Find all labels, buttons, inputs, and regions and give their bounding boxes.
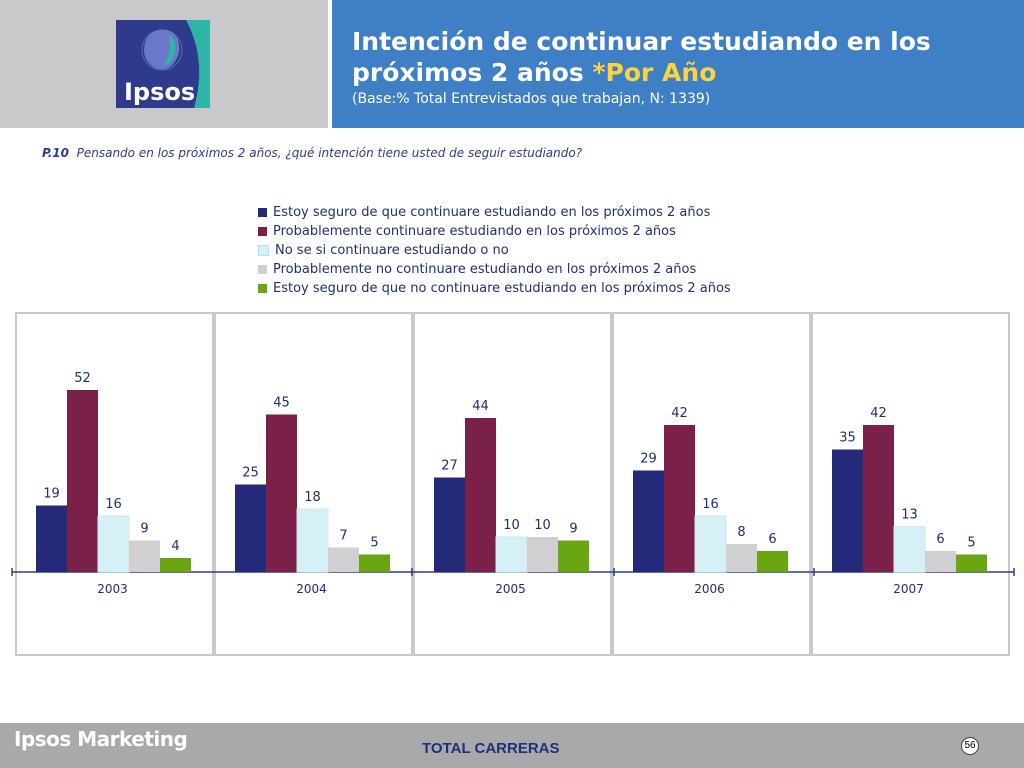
legend-label-5: Estoy seguro de que no continuare estudi… [273, 281, 731, 296]
data-label-2006-series-2: 42 [671, 406, 688, 421]
x-tick-label-2004: 2004 [296, 582, 327, 596]
chart-legend: Estoy seguro de que continuare estudiand… [258, 203, 731, 298]
bar-2006-series-3 [694, 515, 727, 573]
data-label-2007-series-1: 35 [839, 431, 856, 446]
legend-label-4: Probablemente no continuare estudiando e… [273, 262, 697, 277]
bar-2007-series-4 [925, 551, 956, 572]
bar-2006-series-4 [726, 544, 757, 572]
data-label-2003-series-4: 9 [140, 522, 148, 537]
x-tick-label-2007: 2007 [893, 582, 924, 596]
legend-swatch-3 [258, 245, 269, 256]
x-tick-label-2006: 2006 [694, 582, 725, 596]
data-label-2003-series-1: 19 [43, 487, 60, 502]
footer-brand: Ipsos Marketing [14, 727, 188, 751]
legend-item-3: No se si continuare estudiando o no [258, 241, 731, 260]
bar-2005-series-2 [465, 418, 496, 572]
bar-2005-series-4 [527, 537, 558, 572]
legend-swatch-1 [258, 208, 267, 217]
question-text: Pensando en los próximos 2 años, ¿qué in… [76, 146, 583, 160]
data-label-2006-series-5: 6 [768, 532, 776, 547]
data-label-2006-series-4: 8 [737, 525, 745, 540]
bar-2007-series-5 [956, 554, 987, 572]
data-label-2005-series-4: 10 [534, 518, 551, 533]
data-label-2006-series-3: 16 [702, 497, 719, 512]
legend-item-1: Estoy seguro de que continuare estudiand… [258, 203, 731, 222]
bar-2003-series-3 [97, 515, 130, 573]
legend-swatch-5 [258, 284, 267, 293]
bar-2004-series-5 [359, 554, 390, 572]
header-left-panel: Ipsos [0, 0, 328, 128]
bar-2004-series-3 [296, 508, 329, 573]
legend-swatch-4 [258, 265, 267, 274]
data-label-2006-series-1: 29 [640, 452, 657, 467]
bar-2006-series-5 [757, 551, 788, 572]
bar-chart: 19 52 16 9 4 2003 25 45 18 7 5 2004 27 44 10 10 9 2005 29 4… [11, 312, 1015, 656]
bar-2005-series-1 [434, 477, 465, 572]
bar-2007-series-2 [863, 425, 894, 572]
bar-2003-series-2 [67, 390, 98, 572]
legend-swatch-2 [258, 227, 267, 236]
bar-2004-series-1 [235, 484, 266, 572]
bar-2006-series-1 [633, 470, 664, 572]
bar-2004-series-2 [266, 414, 297, 572]
bar-2005-series-5 [558, 540, 589, 572]
header-title-panel [332, 0, 1024, 128]
data-label-2007-series-3: 13 [901, 508, 918, 523]
bar-2003-series-1 [36, 505, 67, 572]
data-label-2003-series-5: 4 [171, 539, 179, 554]
data-label-2004-series-2: 45 [273, 396, 290, 411]
data-label-2004-series-3: 18 [304, 490, 321, 505]
page-title-line2-text: próximos 2 años [352, 58, 593, 87]
data-label-2004-series-5: 5 [370, 536, 378, 551]
survey-question: P.10 Pensando en los próximos 2 años, ¿q… [42, 146, 582, 160]
data-label-2004-series-4: 7 [339, 529, 347, 544]
logo-text: Ipsos [124, 78, 195, 106]
bar-2006-series-2 [664, 425, 695, 572]
data-label-2005-series-3: 10 [503, 518, 520, 533]
page-title-line2: próximos 2 años *Por Año [352, 57, 1012, 88]
title-block: Intención de continuar estudiando en los… [352, 26, 1012, 108]
footer-section-label: TOTAL CARRERAS [422, 740, 560, 757]
legend-item-5: Estoy seguro de que no continuare estudi… [258, 279, 731, 298]
data-label-2005-series-1: 27 [441, 459, 458, 474]
x-tick-label-2005: 2005 [495, 582, 526, 596]
data-label-2003-series-2: 52 [74, 371, 91, 386]
page-title-accent: *Por Año [592, 58, 717, 87]
ipsos-logo: Ipsos [116, 20, 210, 108]
data-label-2005-series-5: 9 [569, 522, 577, 537]
data-label-2007-series-4: 6 [936, 532, 944, 547]
data-label-2004-series-1: 25 [242, 466, 259, 481]
bar-2007-series-1 [832, 449, 863, 572]
data-label-2003-series-3: 16 [105, 497, 122, 512]
page-number: 56 [961, 737, 979, 755]
page-title-line1: Intención de continuar estudiando en los [352, 27, 931, 56]
chart-panel-2004 [214, 312, 413, 656]
footer-bar: Ipsos Marketing TOTAL CARRERAS 56 [0, 723, 1024, 768]
bar-2003-series-5 [160, 558, 191, 572]
chart-panel-2003 [15, 312, 214, 656]
bar-2004-series-4 [328, 547, 359, 572]
legend-label-1: Estoy seguro de que continuare estudiand… [273, 205, 711, 220]
bar-2003-series-4 [129, 540, 160, 572]
data-label-2005-series-2: 44 [472, 399, 489, 414]
legend-label-3: No se si continuare estudiando o no [275, 243, 509, 258]
legend-label-2: Probablemente continuare estudiando en l… [273, 224, 676, 239]
question-code: P.10 [42, 146, 69, 160]
page-subtitle: (Base:% Total Entrevistados que trabajan… [352, 91, 711, 107]
bar-2005-series-3 [495, 536, 528, 573]
x-tick-label-2003: 2003 [97, 582, 128, 596]
legend-item-4: Probablemente no continuare estudiando e… [258, 260, 731, 279]
data-label-2007-series-2: 42 [870, 406, 887, 421]
bar-2007-series-3 [893, 526, 926, 573]
legend-item-2: Probablemente continuare estudiando en l… [258, 222, 731, 241]
data-label-2007-series-5: 5 [967, 536, 975, 551]
